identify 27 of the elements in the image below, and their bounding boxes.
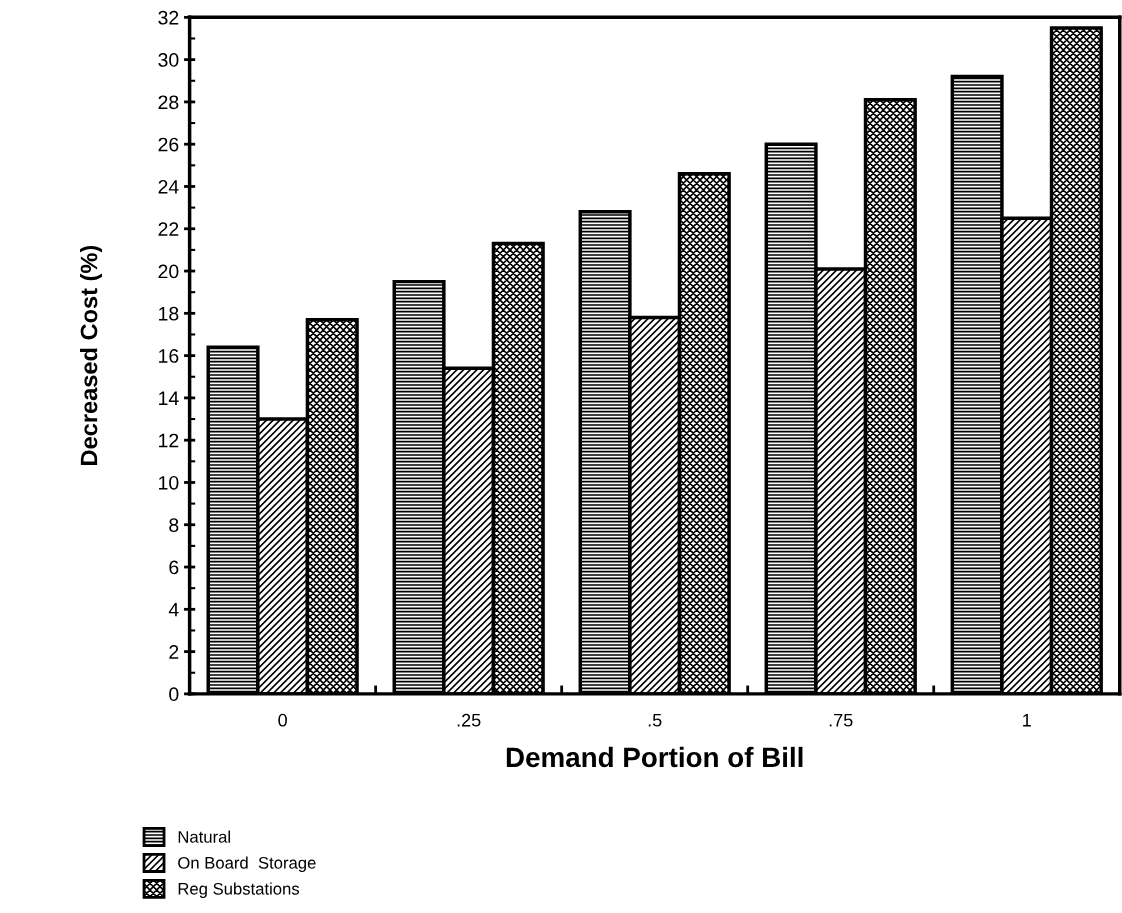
legend-label: Natural [178,830,230,843]
x-tick-label: 1 [1023,713,1031,727]
y-tick-label: 16 [159,349,179,363]
y-tick-label: 24 [158,179,179,194]
y-tick-label: 14 [159,391,179,405]
y-tick-label: 22 [158,222,179,236]
x-tick-label: .75 [829,713,853,727]
y-tick-label: 20 [158,264,179,279]
y-tick-label: 32 [158,10,179,25]
x-tick-label: 0 [278,713,287,727]
x-axis-title: Demand Portion of Bill [506,746,803,768]
legend-label: On Board Storage [178,856,316,873]
y-tick-label: 30 [158,53,179,67]
y-tick-label: 6 [169,560,179,575]
y-tick-label: 2 [169,645,179,659]
y-tick-label: 0 [169,687,179,702]
legend-label: Reg Substations [178,882,300,898]
y-tick-label: 4 [168,602,179,617]
y-tick-label: 28 [158,95,179,110]
y-tick-label: 10 [159,475,179,490]
y-tick-label: 18 [159,306,179,321]
x-tick-label: .5 [648,713,662,727]
y-axis-title: Decreased Cost (%) [80,245,103,465]
y-tick-label: 8 [169,518,179,532]
x-tick-label: .25 [457,713,481,727]
y-tick-label: 12 [159,433,179,448]
y-tick-label: 26 [158,137,179,152]
